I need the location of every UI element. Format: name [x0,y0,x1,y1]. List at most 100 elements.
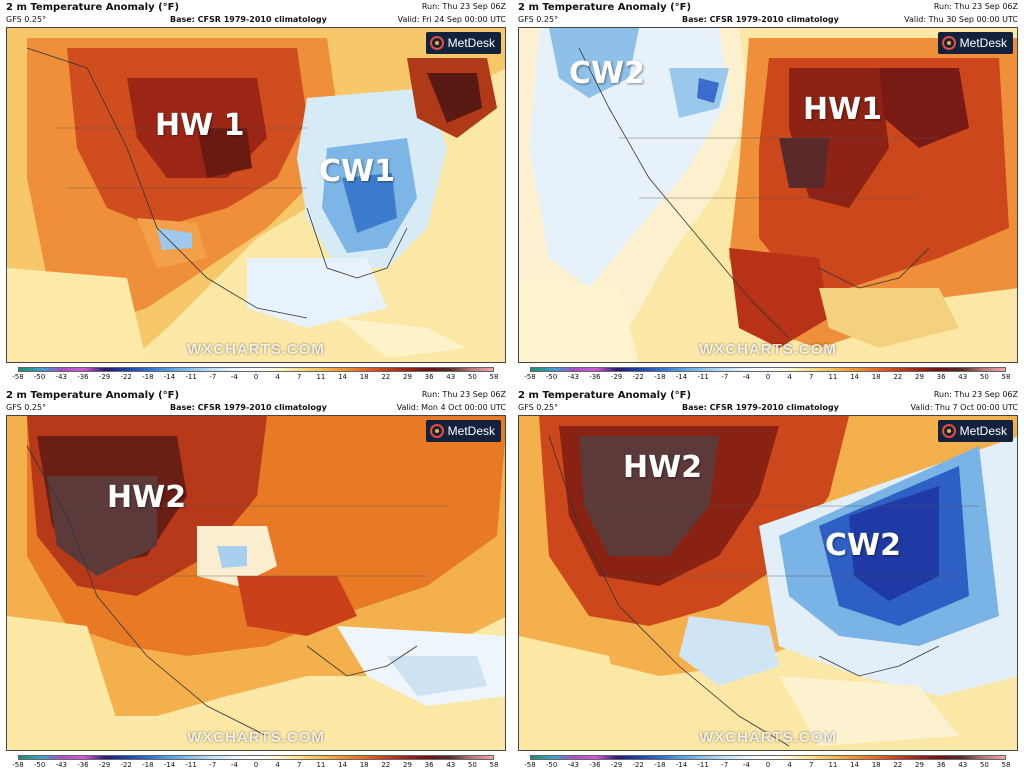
colorbar-tick-label: -22 [120,761,132,769]
colorbar-tick-label: 0 [765,761,771,769]
colorbar-tick-label: 22 [893,373,903,381]
colorbar-tick-label: 7 [297,761,302,769]
metdesk-logo-icon [941,424,956,438]
anomaly-map: MetDesk HW2 CW2 WXCHARTS.COM [518,415,1018,751]
model-label: GFS 0.25° [518,403,559,412]
run-label: Run: Thu 23 Sep 06Z [933,2,1018,11]
colorbar-tick-label: 18 [359,761,369,769]
colorbar-tick-label: 14 [850,761,859,769]
colorbar-tick-label: -58 [524,761,536,769]
colorbar-tick-label: 58 [1001,761,1011,769]
metdesk-logo-icon [429,424,444,438]
base-label: Base: CFSR 1979-2010 climatology [682,15,839,24]
colorbar-tick-label: 0 [253,761,259,769]
valid-label: Valid: Thu 7 Oct 00:00 UTC [910,403,1018,412]
colorbar [530,755,1006,760]
anomaly-map: MetDesk HW 1 CW1 WXCHARTS.COM [6,27,506,363]
colorbar-tick-label: 0 [253,373,259,381]
colorbar-tick-label: -36 [77,373,89,381]
colorbar-tick-label: 58 [1001,373,1011,381]
valid-label: Valid: Thu 30 Sep 00:00 UTC [904,15,1018,24]
colorbar-tick-label: 29 [402,373,412,381]
region-label-hw1: HW1 [803,92,883,127]
brand-name: MetDesk [959,424,1007,438]
colorbar-tick-label: -22 [120,373,132,381]
map-panel-thu-30-sep: 2 m Temperature Anomaly (°F) GFS 0.25° B… [516,0,1020,381]
metdesk-logo-icon [429,36,444,50]
colorbar-tick-label: -22 [632,373,644,381]
colorbar-ticks: -58 -50 -43 -36 -29 -22 -18 -14 -11 -7 -4 0 4 7 11 14 18… [524,761,1010,769]
colorbar-tick-label: 36 [424,373,434,381]
colorbar-tick-label: -36 [77,761,89,769]
run-label: Run: Thu 23 Sep 06Z [421,2,506,11]
brand-badge: MetDesk [425,32,501,54]
colorbar-tick-label: 14 [338,373,347,381]
region-label-cw2: CW2 [825,528,901,563]
colorbar-tick-label: -14 [163,761,176,769]
brand-badge: MetDesk [937,420,1013,442]
map-panel-thu-7-oct: 2 m Temperature Anomaly (°F) GFS 0.25° B… [516,388,1020,769]
brand-badge: MetDesk [425,420,501,442]
map-panel-fri-24-sep: 2 m Temperature Anomaly (°F) GFS 0.25° B… [4,0,508,383]
colorbar-tick-label: -58 [12,373,24,381]
brand-name: MetDesk [959,36,1007,50]
region-label-hw1: HW 1 [155,108,245,143]
colorbar [530,367,1006,372]
colorbar-tick-label: -58 [524,373,536,381]
panel-title: 2 m Temperature Anomaly (°F) [518,390,692,401]
model-label: GFS 0.25° [6,403,47,412]
brand-name: MetDesk [447,36,495,50]
colorbar-tick-label: 18 [871,373,881,381]
model-label: GFS 0.25° [6,15,47,24]
colorbar-tick-label: 58 [489,373,499,381]
colorbar-tick-label: -29 [610,761,623,769]
anomaly-field [519,416,1017,750]
colorbar-tick-label: 7 [809,761,814,769]
watermark: WXCHARTS.COM [699,729,837,746]
watermark: WXCHARTS.COM [187,729,325,746]
colorbar-tick-label: 36 [936,373,946,381]
colorbar-ticks: -58 -50 -43 -36 -29 -22 -18 -14 -11 -7 -4 0 4 7 11 14 18… [12,373,498,383]
colorbar-tick-label: -18 [142,373,154,381]
colorbar-tick-label: 11 [316,373,326,381]
region-label-cw2: CW2 [569,56,645,91]
panel-title: 2 m Temperature Anomaly (°F) [6,2,180,13]
colorbar-tick-label: -50 [33,761,46,769]
colorbar-tick-label: 11 [828,761,838,769]
colorbar-tick-label: 50 [979,373,989,381]
colorbar-tick-label: -18 [654,761,666,769]
colorbar-tick-label: -18 [142,761,154,769]
watermark: WXCHARTS.COM [187,341,325,358]
colorbar-tick-label: 7 [297,373,302,381]
colorbar-tick-label: 0 [765,373,771,381]
colorbar-tick-label: -11 [697,373,709,381]
region-label-hw2: HW2 [623,450,703,485]
colorbar-tick-label: -7 [721,373,729,381]
colorbar-tick-label: 14 [850,373,859,381]
colorbar-tick-label: 18 [871,761,881,769]
colorbar-tick-label: -43 [55,373,67,381]
colorbar-tick-label: -14 [163,373,176,381]
region-label-cw1: CW1 [319,154,395,189]
base-label: Base: CFSR 1979-2010 climatology [170,403,327,412]
anomaly-field [7,416,505,750]
valid-label: Valid: Mon 4 Oct 00:00 UTC [396,403,506,412]
colorbar-tick-label: 22 [381,761,391,769]
colorbar-tick-label: -50 [33,373,46,381]
colorbar-tick-label: 36 [936,761,946,769]
colorbar-tick-label: -4 [230,373,238,381]
colorbar-tick-label: 22 [381,373,391,381]
colorbar-tick-label: 4 [275,373,280,381]
colorbar-tick-label: 36 [424,761,434,769]
region-label-hw2: HW2 [107,480,187,515]
run-label: Run: Thu 23 Sep 06Z [421,390,506,399]
valid-label: Valid: Fri 24 Sep 00:00 UTC [397,15,506,24]
colorbar-tick-label: -43 [567,761,579,769]
colorbar-ticks: -58 -50 -43 -36 -29 -22 -18 -14 -11 -7 -4 0 4 7 11 14 18… [12,761,498,769]
colorbar-tick-label: 43 [446,761,456,769]
colorbar-tick-label: -50 [545,761,558,769]
colorbar-tick-label: 43 [958,373,968,381]
panel-title: 2 m Temperature Anomaly (°F) [518,2,692,13]
colorbar-tick-label: 14 [338,761,347,769]
run-label: Run: Thu 23 Sep 06Z [933,390,1018,399]
